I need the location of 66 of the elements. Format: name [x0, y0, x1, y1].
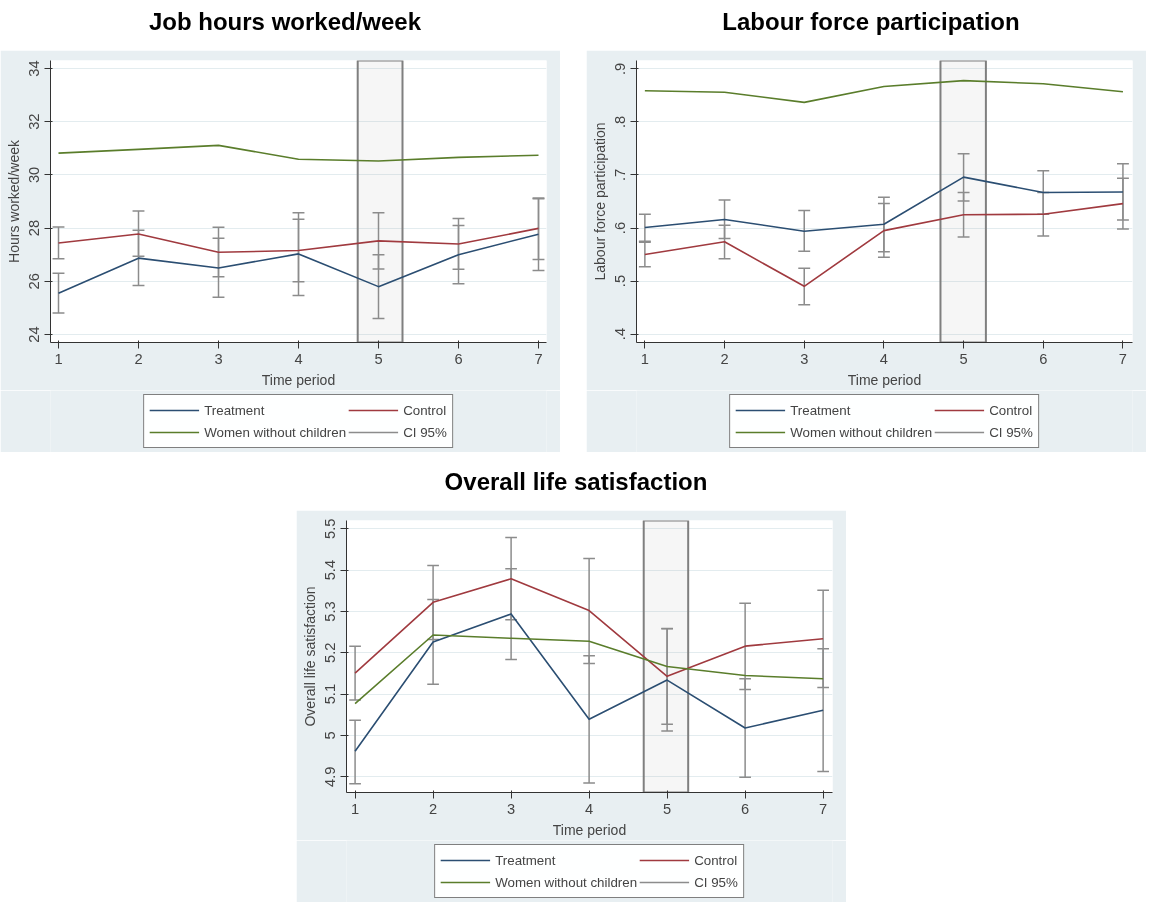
x-tick-label: 7	[534, 350, 543, 367]
legend-label: Control	[403, 402, 447, 418]
y-tick-label: 5.4	[322, 559, 339, 581]
y-tick-label: .8	[612, 115, 629, 129]
x-tick-label: 3	[214, 350, 223, 367]
x-tick-label: 2	[134, 350, 143, 367]
y-axis-title: Labour force participation	[591, 122, 608, 281]
x-axis-title: Time period	[552, 821, 627, 838]
legend-label: Control	[694, 852, 738, 868]
x-tick-label: 3	[507, 800, 516, 817]
x-tick-label: 5	[374, 350, 383, 367]
y-tick-label: 5.5	[322, 518, 339, 539]
x-axis-title: Time period	[847, 371, 922, 388]
x-tick-label: 4	[585, 800, 594, 817]
x-tick-label: 4	[879, 350, 888, 367]
x-tick-label: 4	[294, 350, 303, 367]
legend-label: Women without children	[204, 424, 347, 440]
y-tick-label: .4	[612, 327, 629, 341]
legend-label: Women without children	[495, 874, 638, 890]
x-tick-label: 3	[800, 350, 809, 367]
x-tick-label: 2	[720, 350, 729, 367]
y-tick-label: 26	[26, 273, 43, 290]
y-tick-label: .5	[612, 274, 629, 288]
y-tick-label: .6	[612, 221, 629, 235]
y-tick-label: 30	[26, 166, 43, 184]
y-tick-label: 4.9	[322, 766, 339, 787]
text: CI 95%	[989, 424, 1033, 440]
y-tick-label: .7	[612, 168, 629, 182]
chart-title: Overall life satisfaction	[444, 467, 708, 497]
x-tick-label: 6	[741, 800, 750, 817]
legend-label: Treatment	[204, 402, 265, 418]
legend-label: Women without children	[790, 424, 933, 440]
y-tick-label: .9	[612, 62, 629, 76]
chart-title: Job hours worked/week	[148, 7, 422, 37]
x-tick-label: 7	[1118, 350, 1128, 367]
x-tick-label: 5	[663, 800, 672, 817]
y-axis-title: Overall life satisfaction	[301, 586, 318, 727]
line-series	[57, 144, 540, 162]
line-series	[354, 577, 824, 678]
chart-title: Labour force participation	[722, 7, 1020, 37]
legend-label: Treatment	[495, 852, 556, 868]
y-tick-label: 24	[26, 326, 43, 343]
legend-label: Control	[989, 402, 1033, 418]
x-tick-label: 6	[1039, 350, 1048, 367]
line-series	[354, 613, 824, 752]
y-tick-label: 5.1	[322, 683, 339, 705]
line-series	[644, 79, 1124, 104]
y-tick-label: 5	[322, 731, 339, 740]
text: CI 95%	[403, 424, 447, 440]
y-tick-label: 28	[26, 219, 43, 237]
y-tick-label: 34	[26, 60, 43, 77]
x-axis-title: Time period	[261, 371, 336, 388]
x-tick-label: 1	[351, 800, 360, 817]
x-tick-label: 1	[54, 350, 63, 367]
y-axis-title: Hours worked/week	[5, 139, 22, 263]
y-tick-label: 32	[26, 113, 43, 130]
legend-label: Treatment	[790, 402, 851, 418]
x-tick-label: 6	[454, 350, 463, 367]
x-tick-label: 5	[959, 350, 968, 367]
line-series	[354, 634, 824, 705]
x-tick-label: 1	[640, 350, 649, 367]
x-tick-label: 2	[429, 800, 438, 817]
y-tick-label: 5.3	[322, 601, 339, 622]
text: CI 95%	[694, 874, 738, 890]
x-tick-label: 7	[819, 800, 828, 817]
y-tick-label: 5.2	[322, 642, 339, 663]
